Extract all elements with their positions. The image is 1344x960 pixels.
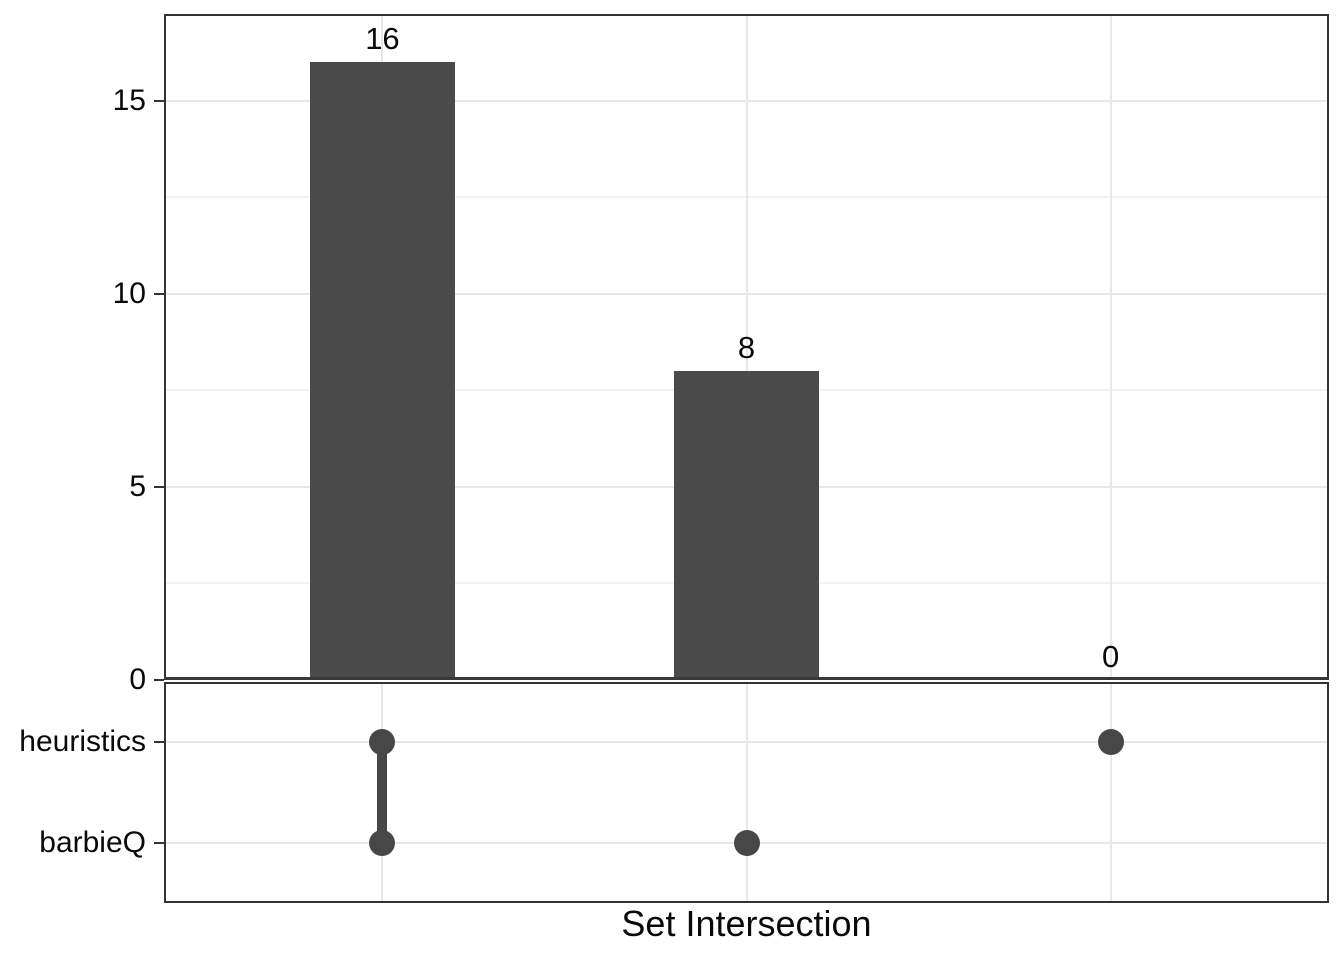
matrix-col-gridline — [745, 684, 748, 901]
set-row-label: heuristics — [19, 725, 146, 759]
bar-value-label: 16 — [365, 20, 400, 56]
bar-value-label: 0 — [1101, 639, 1120, 674]
matrix-col-gridline — [1109, 684, 1112, 901]
intersection-size-bar — [673, 370, 820, 680]
set-row-label: barbieQ — [39, 825, 146, 859]
set-row-tick — [154, 841, 164, 844]
set-membership-matrix-panel — [164, 682, 1329, 903]
intersection-size-bar — [309, 61, 456, 680]
y-tick-label: 15 — [112, 83, 146, 117]
x-grid-major — [745, 16, 748, 678]
bar-value-label: 8 — [737, 329, 756, 365]
y-tick-label: 0 — [129, 663, 146, 696]
y-tick — [154, 99, 164, 102]
matrix-membership-dot — [1097, 729, 1124, 756]
y-tick-label: 5 — [129, 469, 146, 503]
x-grid-major — [1109, 16, 1112, 678]
matrix-membership-dot — [369, 829, 396, 856]
set-row-tick — [154, 741, 164, 744]
matrix-connector-line — [377, 742, 388, 843]
matrix-membership-dot — [369, 729, 396, 756]
y-tick — [154, 485, 164, 488]
x-axis-title: Set Intersection — [621, 903, 872, 944]
y-tick-label: 10 — [112, 276, 146, 310]
matrix-membership-dot — [733, 829, 760, 856]
intersection-size-bar-panel: 16 8 0 — [164, 14, 1329, 680]
y-tick — [154, 292, 164, 295]
zero-baseline — [164, 677, 1329, 680]
y-tick — [154, 679, 164, 681]
